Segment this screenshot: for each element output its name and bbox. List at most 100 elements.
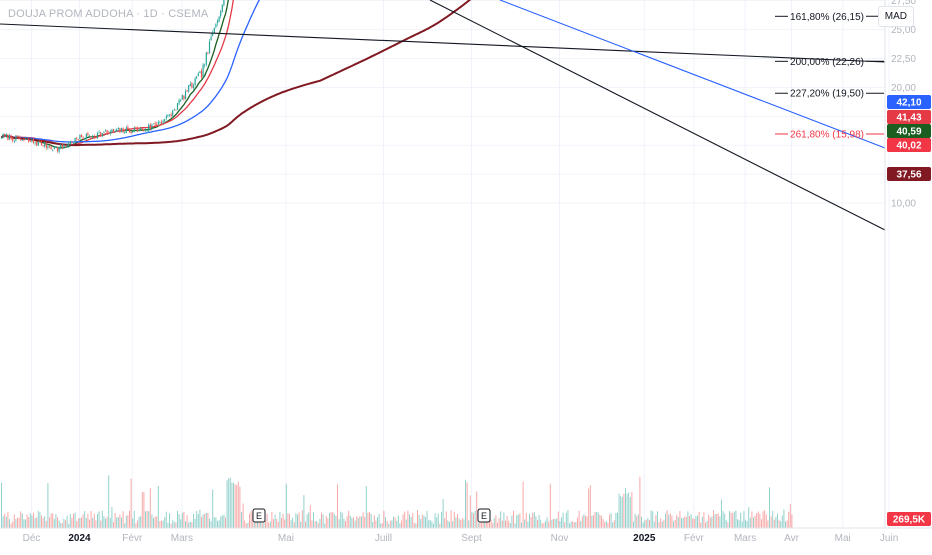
volume-bar <box>357 517 359 528</box>
volume-bar <box>493 518 495 528</box>
price-badge: 41,43 <box>887 110 931 124</box>
volume-bar <box>423 515 425 528</box>
candle-body <box>141 128 143 130</box>
volume-bar <box>580 521 582 528</box>
volume-bar <box>772 510 774 528</box>
candle-body <box>42 145 44 147</box>
volume-bar <box>533 511 535 528</box>
candle-body <box>66 145 68 147</box>
candle-body <box>168 114 171 116</box>
volume-bar <box>255 522 257 528</box>
candle-body <box>106 130 108 134</box>
volume-bar <box>313 512 314 528</box>
volume-bar <box>124 523 126 528</box>
volume-bar <box>197 513 199 528</box>
volume-bar <box>378 513 380 528</box>
candle-body <box>84 138 86 140</box>
x-tick-label: Févr <box>684 533 705 544</box>
candle-body <box>183 95 185 100</box>
volume-bar <box>178 514 180 528</box>
x-tick-label: Nov <box>551 533 569 544</box>
volume-bar <box>612 522 614 528</box>
volume-bar <box>337 484 338 528</box>
candle-body <box>164 119 166 121</box>
volume-bar <box>740 512 742 528</box>
x-tick-label: Avr <box>784 533 799 544</box>
candle-body <box>189 84 191 87</box>
volume-bar <box>116 517 118 528</box>
volume-bar <box>82 514 84 528</box>
volume-bar <box>257 518 258 528</box>
volume-bar <box>745 519 746 528</box>
volume-bar <box>415 523 417 528</box>
volume-bar <box>92 517 94 528</box>
candle-body <box>173 108 175 110</box>
fib-level-label: 200,00% (22,26) <box>790 57 864 68</box>
candle-body <box>44 142 46 147</box>
event-marker-label: E <box>481 511 487 521</box>
volume-bar <box>98 511 100 528</box>
volume-bar <box>20 511 22 528</box>
volume-bar <box>529 513 530 528</box>
candle-body <box>130 132 132 134</box>
volume-bar <box>146 510 148 528</box>
volume-bar <box>748 507 750 528</box>
volume-bar <box>684 516 686 528</box>
volume-bar <box>589 485 591 528</box>
volume-bar <box>730 512 732 528</box>
candle-body <box>196 76 198 79</box>
volume-bar <box>567 510 569 528</box>
volume-bar <box>356 516 358 528</box>
y-tick-label: 20,00 <box>891 83 916 94</box>
candle-body <box>29 141 31 143</box>
volume-badge: 269,5K <box>887 512 931 526</box>
volume-bar <box>685 517 687 528</box>
volume-bar <box>311 520 313 528</box>
volume-bar <box>597 512 599 528</box>
volume-bar <box>737 519 738 528</box>
candle-body <box>96 133 99 139</box>
volume-bar <box>565 512 567 528</box>
volume-bar <box>553 518 554 528</box>
volume-bar <box>191 522 193 528</box>
volume-bar <box>196 510 198 528</box>
currency-button[interactable]: MAD <box>877 6 914 27</box>
volume-bar <box>450 510 452 528</box>
volume-bar <box>93 513 95 528</box>
volume-bar <box>73 513 74 528</box>
volume-bar <box>319 518 321 528</box>
volume-bar <box>783 509 785 528</box>
volume-bar <box>521 522 522 528</box>
volume-bar <box>12 521 14 528</box>
volume-bar <box>108 475 110 528</box>
candle-body <box>8 135 11 140</box>
volume-bar <box>351 517 353 528</box>
volume-bar <box>381 523 383 528</box>
volume-bar <box>201 516 202 528</box>
volume-bar <box>621 496 623 528</box>
candle-body <box>50 146 52 150</box>
volume-bar <box>156 516 158 528</box>
volume-bar <box>266 513 268 528</box>
volume-bar <box>569 523 570 528</box>
volume-bar <box>290 520 292 528</box>
candle-body <box>138 129 140 131</box>
volume-bar <box>229 477 231 528</box>
volume-bar <box>717 513 719 528</box>
volume-bar <box>169 513 170 528</box>
candle-body <box>132 131 134 133</box>
x-tick-label: Mars <box>734 533 756 544</box>
candle-body <box>213 27 215 33</box>
volume-bar <box>682 518 684 528</box>
volume-bar <box>633 521 634 528</box>
volume-bar <box>652 511 654 528</box>
volume-bar <box>345 521 346 528</box>
volume-bar <box>556 518 558 528</box>
volume-bar <box>634 513 636 528</box>
fib-level-label: 227,20% (19,50) <box>790 89 864 100</box>
volume-bar <box>369 512 370 528</box>
candle-body <box>221 4 223 13</box>
x-tick-label: Juill <box>375 533 392 544</box>
volume-bar <box>228 478 230 528</box>
